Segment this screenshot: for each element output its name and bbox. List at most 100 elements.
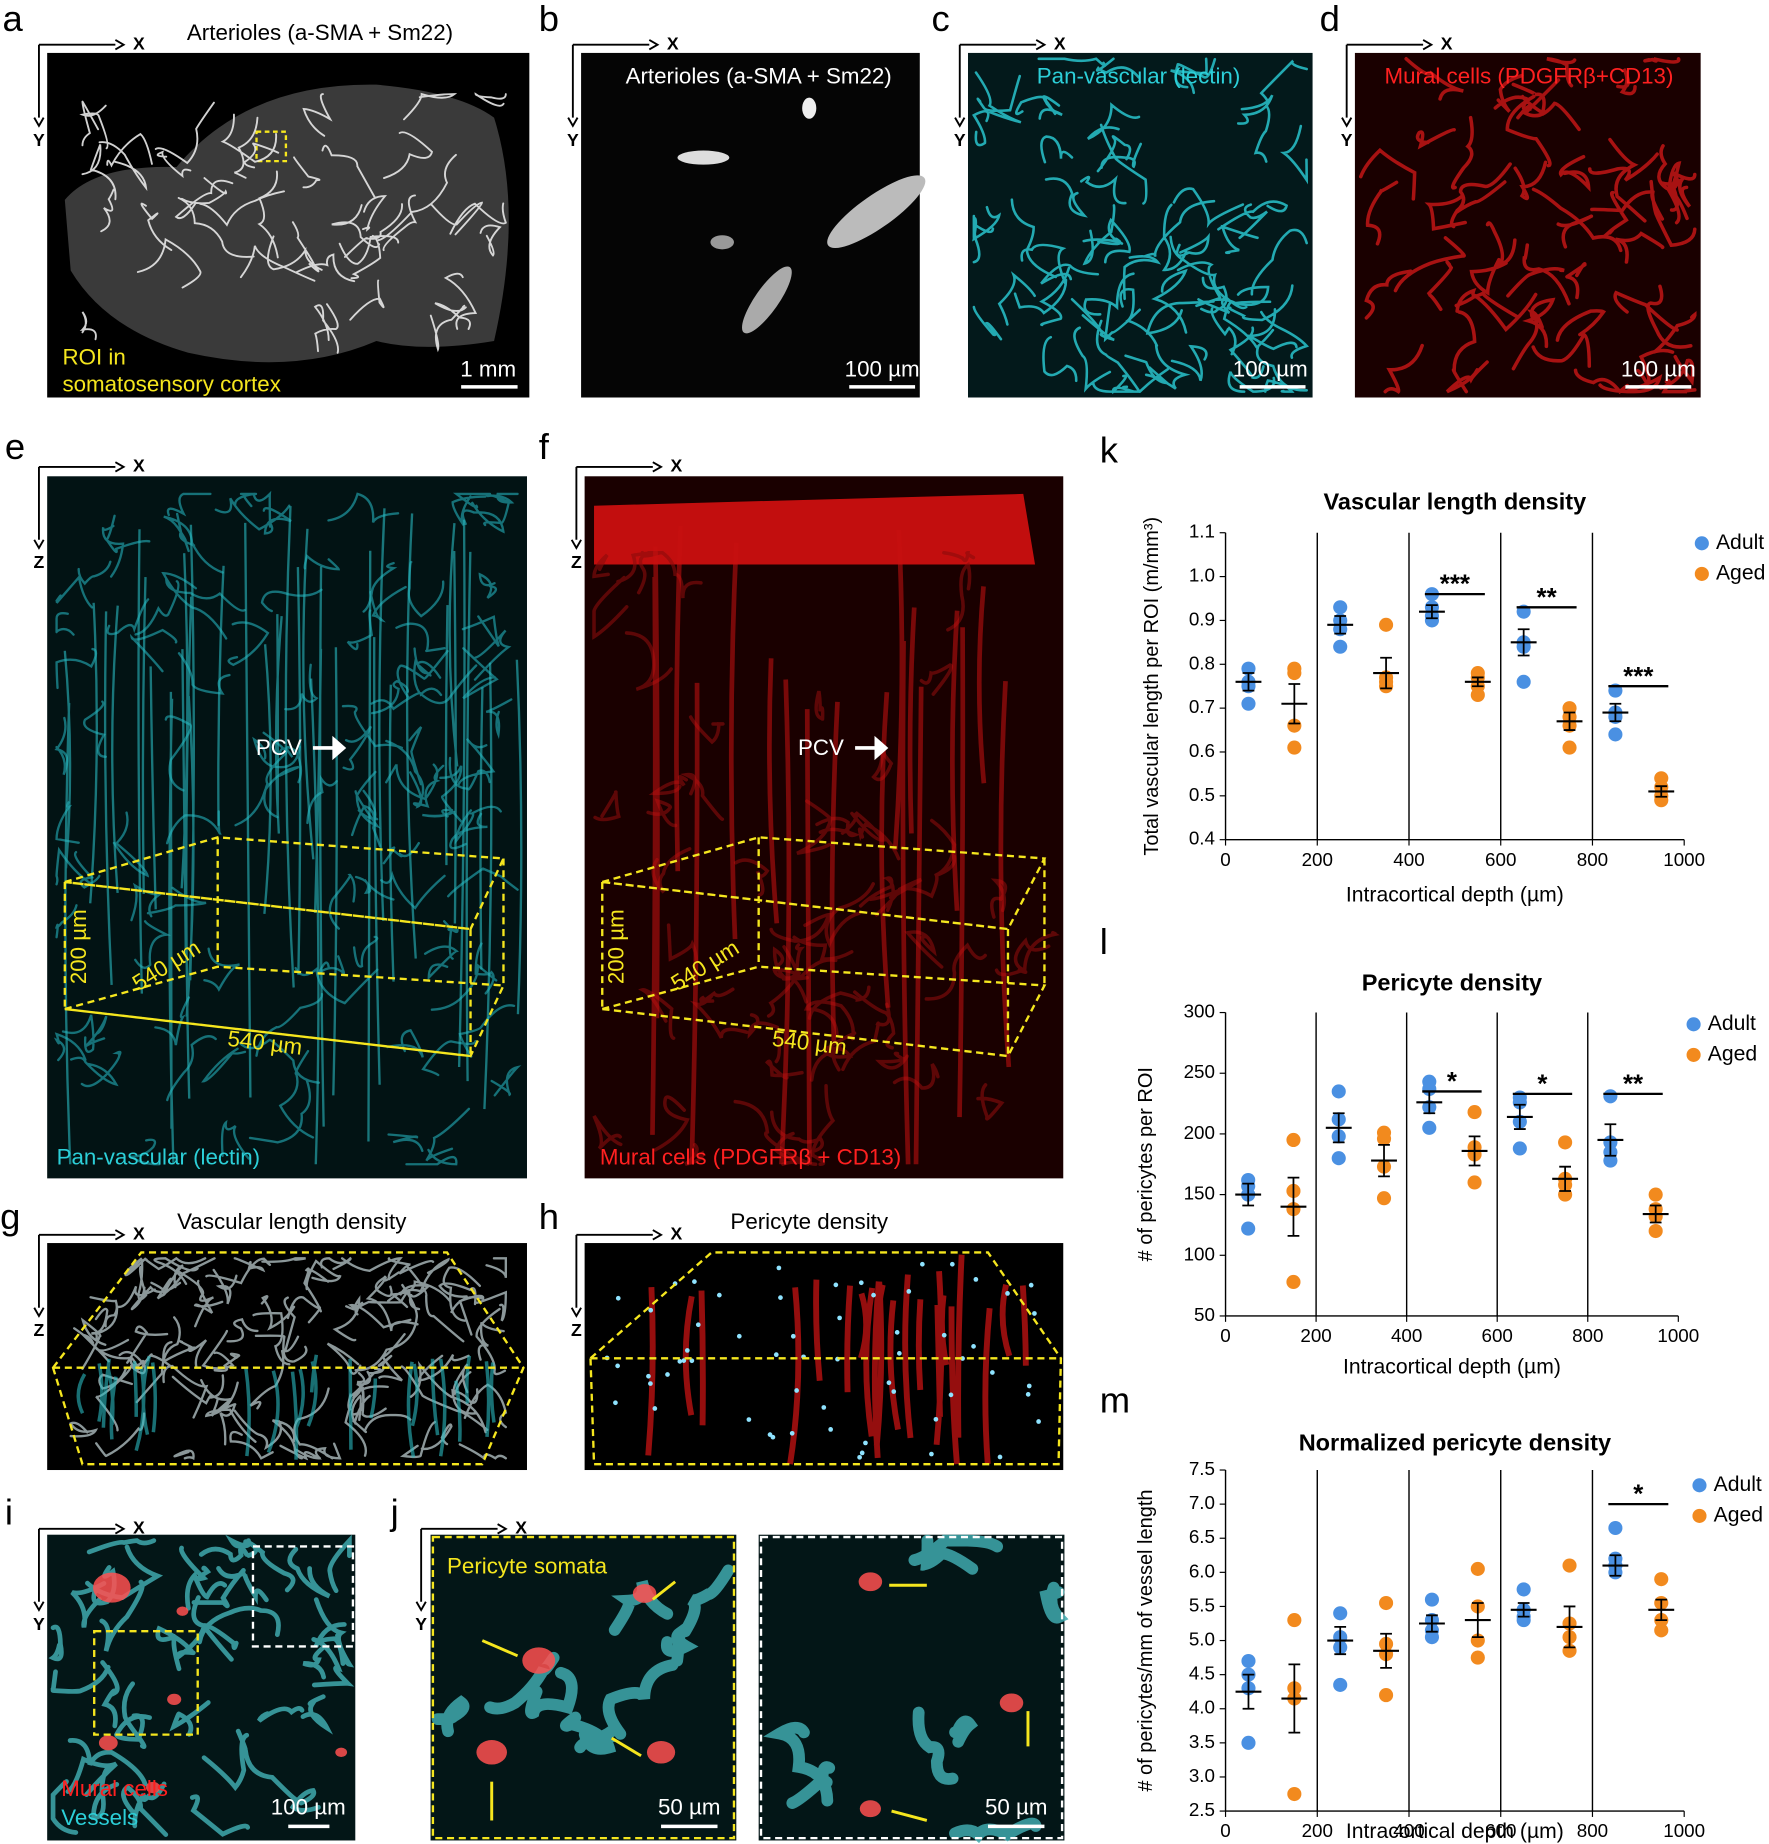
x-tick-label: 200: [1302, 849, 1333, 870]
panel-title: Mural cells (PDGFRβ+CD13): [1385, 64, 1674, 89]
x-tick-label: 800: [1577, 849, 1608, 870]
data-point: [1241, 696, 1256, 711]
pericyte-dot: [648, 1381, 653, 1386]
x-tick-label: 400: [1391, 1325, 1422, 1346]
axis-label: X: [670, 456, 682, 476]
y-tick-label: 7.5: [1189, 1458, 1215, 1479]
pericyte: [858, 1572, 883, 1592]
data-point: [1608, 1520, 1623, 1536]
data-point: [1562, 1558, 1577, 1573]
roi-label: ROI in: [62, 345, 125, 370]
legend-label: Aged: [1714, 1503, 1763, 1526]
axis-arrow: [415, 1523, 508, 1612]
pcv-label: PCV: [798, 735, 844, 760]
data-point: [1241, 1221, 1256, 1236]
significance-label: ***: [1440, 571, 1471, 599]
data-point: [1603, 1153, 1618, 1168]
y-axis-title: # of pericytes/mm of vessel length: [1135, 1489, 1157, 1791]
scale-label: 50 µm: [985, 1795, 1048, 1820]
axis-arrow: [570, 461, 663, 550]
decor-layer: [48, 57, 1697, 1844]
texture: [76, 1354, 496, 1460]
texture: [763, 1534, 1069, 1844]
panel-title: Pan-vascular (lectin): [1037, 64, 1241, 89]
axis-label: X: [133, 456, 145, 476]
panel-title: Arterioles (a-SMA + Sm22): [187, 20, 453, 45]
panel-letter: c: [932, 0, 950, 39]
vessel-blob: [677, 150, 730, 165]
panel-letter: j: [390, 1491, 399, 1532]
pericyte: [476, 1740, 507, 1765]
pericyte-dot: [871, 1292, 876, 1298]
channel-label: Vessels: [61, 1805, 138, 1830]
y-tick-label: 0.4: [1189, 828, 1215, 849]
axis-arrow: [33, 461, 126, 550]
data-point: [1379, 617, 1394, 632]
data-point: [1241, 1653, 1256, 1669]
axis-label: Y: [415, 1614, 427, 1634]
data-point: [1379, 1595, 1394, 1611]
axis-label: Y: [1341, 130, 1353, 150]
data-point: [1376, 1191, 1392, 1206]
panel-letter: b: [539, 0, 559, 39]
pericyte-dot: [648, 1307, 654, 1313]
data-point: [1654, 1572, 1669, 1587]
image-h: [584, 1243, 1064, 1471]
y-tick-label: 0.5: [1189, 784, 1215, 805]
legend-swatch: [1692, 1508, 1707, 1523]
pericyte: [145, 1781, 161, 1794]
axis-label: Y: [567, 130, 579, 150]
data-point: [1467, 1175, 1482, 1190]
pericyte-dot: [1005, 1291, 1010, 1296]
y-tick-label: 1.1: [1189, 521, 1215, 542]
data-point: [1516, 1582, 1531, 1597]
image-layer: [47, 52, 1701, 1841]
data-point: [1333, 1677, 1348, 1692]
data-point: [1516, 674, 1531, 689]
axis-label: Z: [571, 552, 582, 572]
axis-label: X: [133, 33, 145, 53]
significance-label: **: [1537, 584, 1558, 612]
pericyte-dot: [692, 1279, 697, 1284]
pericyte-dot: [1032, 1311, 1037, 1316]
y-tick-label: 3.0: [1189, 1765, 1215, 1786]
y-tick-label: 150: [1184, 1183, 1215, 1204]
pericyte-dot: [746, 1417, 752, 1422]
axis-label: Y: [33, 130, 45, 150]
y-tick-label: 0.8: [1189, 652, 1215, 673]
legend-swatch: [1694, 566, 1709, 581]
pericyte-dot: [894, 1329, 900, 1335]
roi-box: [255, 130, 288, 163]
legend-swatch: [1692, 1478, 1707, 1493]
panel-title: Vascular length density: [177, 1209, 407, 1234]
pericyte-dot: [615, 1363, 620, 1369]
panel-letter: d: [1320, 0, 1340, 39]
scale-label: 1 mm: [460, 356, 516, 381]
chart-title: Normalized pericyte density: [1299, 1429, 1611, 1455]
pericyte: [98, 1735, 118, 1751]
pericyte-dot: [971, 1344, 976, 1349]
charts: k Vascular length density Intracortical de…: [1100, 429, 1766, 1842]
pericyte-dot: [828, 1427, 834, 1432]
pericyte-dot: [794, 1388, 799, 1393]
data-point: [1470, 1650, 1485, 1665]
y-tick-label: 2.5: [1189, 1799, 1215, 1820]
x-tick-label: 200: [1302, 1820, 1333, 1841]
x-tick-label: 1000: [1663, 1820, 1705, 1841]
legend-label: Adult: [1708, 1012, 1756, 1035]
pericyte-dot: [973, 1277, 979, 1282]
axis-label: X: [1054, 33, 1066, 53]
image-g: [47, 1243, 527, 1471]
y-tick-label: 100: [1184, 1243, 1215, 1264]
pericyte-dot: [897, 1351, 902, 1356]
x-tick-label: 1000: [1657, 1325, 1699, 1346]
panel-letter: a: [2, 0, 23, 39]
axis-arrow: [33, 39, 126, 128]
axis-label: X: [133, 1223, 145, 1243]
channel-label: Mural cells: [61, 1776, 168, 1801]
y-axis-title: Total vascular length per ROI (m/mm³): [1141, 517, 1163, 856]
pericyte-dot: [778, 1295, 783, 1300]
chart-title: Pericyte density: [1362, 970, 1542, 996]
y-tick-label: 5.0: [1189, 1629, 1215, 1650]
